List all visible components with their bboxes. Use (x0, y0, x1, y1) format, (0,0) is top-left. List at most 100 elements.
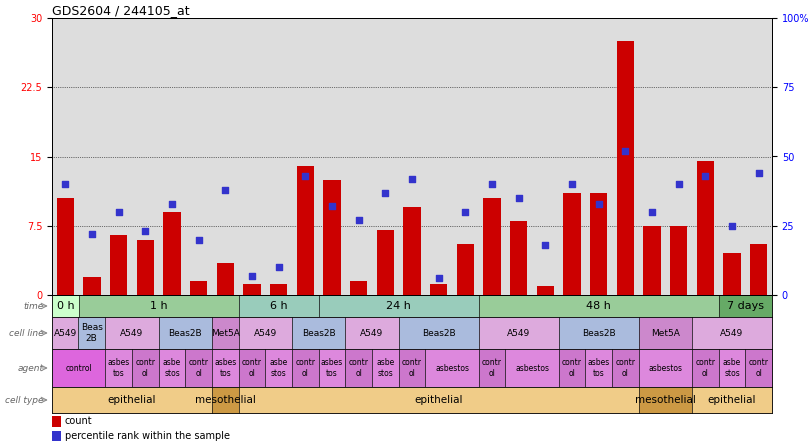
Bar (718, 349, 745, 387)
Bar (479, 295, 718, 317)
Point (139, 228, 151, 235)
Bar (52, 349, 105, 387)
Bar (52, 387, 212, 413)
Text: asbe
stos: asbe stos (270, 358, 288, 378)
Bar (239, 387, 638, 413)
Bar (110, 235, 127, 295)
Point (485, 181, 498, 188)
Text: asbestos: asbestos (515, 364, 549, 373)
Text: epithelial: epithelial (108, 395, 156, 405)
Text: A549: A549 (121, 329, 143, 337)
Bar (137, 240, 154, 295)
Text: epithelial: epithelial (708, 395, 757, 405)
Text: count: count (65, 416, 92, 426)
Bar (670, 226, 688, 295)
Text: contr
ol: contr ol (562, 358, 582, 378)
Bar (318, 349, 345, 387)
Point (406, 175, 419, 182)
Point (726, 222, 739, 229)
Bar (750, 244, 767, 295)
Point (512, 194, 525, 202)
Point (539, 242, 552, 249)
Text: A549: A549 (507, 329, 531, 337)
Bar (52, 431, 61, 440)
Bar (638, 387, 692, 413)
Text: asbestos: asbestos (435, 364, 469, 373)
Point (86, 230, 99, 238)
Text: cell type: cell type (5, 396, 44, 404)
Text: 6 h: 6 h (270, 301, 288, 311)
Point (59, 181, 72, 188)
Text: Met5A: Met5A (211, 329, 240, 337)
Bar (318, 295, 479, 317)
Bar (216, 263, 234, 295)
Bar (239, 295, 318, 317)
Text: asbes
tos: asbes tos (321, 358, 343, 378)
Text: asbes
tos: asbes tos (214, 358, 237, 378)
Bar (132, 349, 159, 387)
Bar (350, 281, 367, 295)
Bar (270, 284, 288, 295)
Text: 7 days: 7 days (727, 301, 764, 311)
Bar (479, 349, 505, 387)
Text: GDS2604 / 244105_at: GDS2604 / 244105_at (52, 4, 190, 17)
Bar (52, 416, 61, 427)
Bar (79, 295, 239, 317)
Text: percentile rank within the sample: percentile rank within the sample (65, 431, 230, 441)
Bar (612, 349, 638, 387)
Bar (159, 349, 185, 387)
Point (326, 203, 339, 210)
Bar (586, 349, 612, 387)
Point (433, 275, 446, 282)
Point (752, 170, 765, 177)
Point (113, 208, 126, 215)
Text: contr
ol: contr ol (135, 358, 156, 378)
Bar (537, 286, 554, 295)
Bar (505, 349, 559, 387)
Bar (212, 387, 239, 413)
Bar (697, 161, 714, 295)
Text: Beas2B: Beas2B (168, 329, 202, 337)
Text: asbes
tos: asbes tos (587, 358, 610, 378)
Text: asbes
tos: asbes tos (108, 358, 130, 378)
Text: Beas2B: Beas2B (302, 329, 335, 337)
Point (299, 172, 312, 179)
Bar (292, 317, 345, 349)
Text: asbe
stos: asbe stos (376, 358, 394, 378)
Point (165, 200, 178, 207)
Text: contr
ol: contr ol (348, 358, 369, 378)
Bar (292, 349, 318, 387)
Bar (692, 317, 772, 349)
Bar (643, 226, 661, 295)
Text: asbestos: asbestos (648, 364, 682, 373)
Bar (243, 284, 261, 295)
Bar (212, 317, 239, 349)
Text: A549: A549 (720, 329, 744, 337)
Bar (425, 349, 479, 387)
Bar (616, 41, 634, 295)
Text: Beas
2B: Beas 2B (81, 323, 103, 343)
Bar (159, 317, 212, 349)
Bar (484, 198, 501, 295)
Bar (345, 317, 399, 349)
Bar (164, 212, 181, 295)
Text: contr
ol: contr ol (402, 358, 422, 378)
Bar (559, 317, 638, 349)
Text: contr
ol: contr ol (482, 358, 502, 378)
Bar (745, 349, 772, 387)
Text: control: control (66, 364, 92, 373)
Bar (105, 349, 132, 387)
Point (192, 236, 205, 243)
Bar (692, 349, 718, 387)
Bar (638, 317, 692, 349)
Text: asbe
stos: asbe stos (163, 358, 181, 378)
Text: A549: A549 (53, 329, 77, 337)
Point (379, 189, 392, 196)
Text: epithelial: epithelial (415, 395, 463, 405)
Bar (239, 349, 266, 387)
Bar (239, 317, 292, 349)
Text: asbe
stos: asbe stos (723, 358, 741, 378)
Bar (399, 349, 425, 387)
Point (272, 264, 285, 271)
Bar (457, 244, 474, 295)
